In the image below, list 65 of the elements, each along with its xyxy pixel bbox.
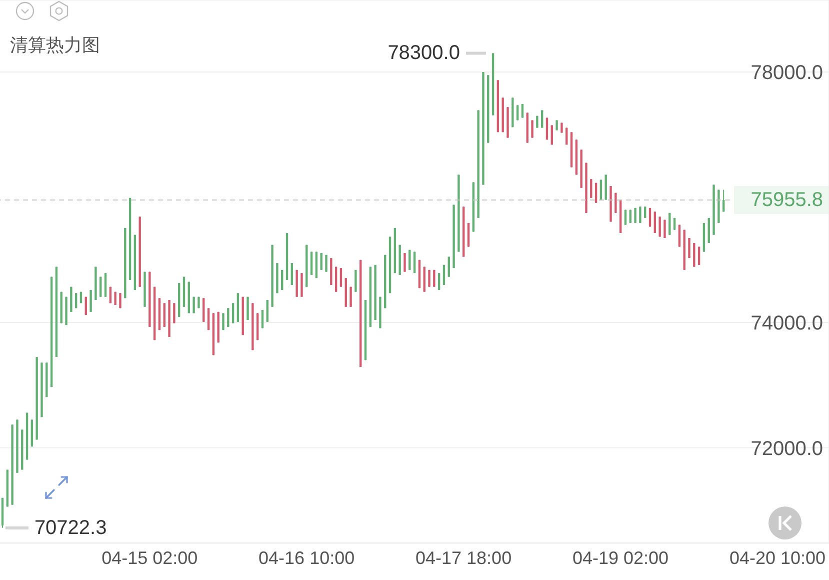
candlestick xyxy=(664,219,666,238)
y-tick-label: 78000.0 xyxy=(750,62,823,84)
candlestick xyxy=(350,286,352,308)
candlestick xyxy=(340,268,342,288)
annotation: 70722.3 xyxy=(34,516,107,539)
candlestick xyxy=(467,222,470,248)
candlestick xyxy=(320,252,322,270)
candlestick xyxy=(163,302,166,328)
candlestick xyxy=(173,302,176,324)
candlestick xyxy=(639,206,642,224)
x-tick-label: 04-17 18:00 xyxy=(416,548,512,568)
candlestick xyxy=(104,272,107,298)
candlestick xyxy=(668,212,671,236)
y-tick-label: 74000.0 xyxy=(750,312,823,335)
candlestick xyxy=(207,308,210,331)
candlestick xyxy=(556,120,558,131)
text: 清算热力图 xyxy=(10,34,100,57)
candlestick xyxy=(658,216,661,238)
candlestick xyxy=(261,310,264,329)
candlestick xyxy=(74,292,78,309)
candlestick xyxy=(232,302,234,324)
candlestick xyxy=(644,206,646,218)
candlestick xyxy=(325,254,328,272)
candlestick xyxy=(600,179,602,200)
candlestick xyxy=(100,276,102,298)
candlestick xyxy=(281,269,284,290)
candlestick xyxy=(119,292,122,309)
candlestick xyxy=(408,249,411,270)
ref-line-label: 75955.8 xyxy=(750,189,823,212)
candlestick xyxy=(442,264,446,286)
candlestick xyxy=(404,252,406,272)
candlestick xyxy=(290,262,294,286)
x-tick-label: 04-19 02:00 xyxy=(572,548,669,568)
candlestick xyxy=(531,120,534,138)
y-tick-label: 72000.0 xyxy=(750,438,823,460)
candlestick xyxy=(698,246,700,266)
candlestick xyxy=(202,298,205,322)
candlestick xyxy=(654,211,656,234)
candlestick xyxy=(266,299,268,322)
candlestick xyxy=(629,209,632,224)
candlestick xyxy=(433,269,436,288)
candlestick xyxy=(546,117,548,140)
candlestick xyxy=(624,209,627,226)
candlestick xyxy=(693,242,696,268)
annotation: 78300.0 xyxy=(388,42,460,64)
candlestick xyxy=(448,256,450,278)
x-tick-label: 04-20 10:00 xyxy=(729,548,826,568)
candlestick xyxy=(516,104,519,121)
candlestick xyxy=(614,192,617,214)
candlestick xyxy=(590,178,592,198)
candlestick xyxy=(300,272,303,298)
candlestick xyxy=(540,110,544,128)
candlestick xyxy=(310,251,313,276)
candlestick xyxy=(90,289,92,312)
candlestick xyxy=(594,182,598,204)
candlestick xyxy=(227,308,230,328)
candlestick xyxy=(354,269,357,292)
candlestick xyxy=(438,272,440,290)
candlestick xyxy=(428,269,430,288)
x-tick-label: 04-16 10:00 xyxy=(258,548,355,568)
candlestick xyxy=(678,224,681,248)
candlestick xyxy=(634,207,636,224)
candlestick xyxy=(222,312,224,331)
x-tick-label: 04-15 02:00 xyxy=(102,548,198,568)
candlestick xyxy=(722,189,725,212)
